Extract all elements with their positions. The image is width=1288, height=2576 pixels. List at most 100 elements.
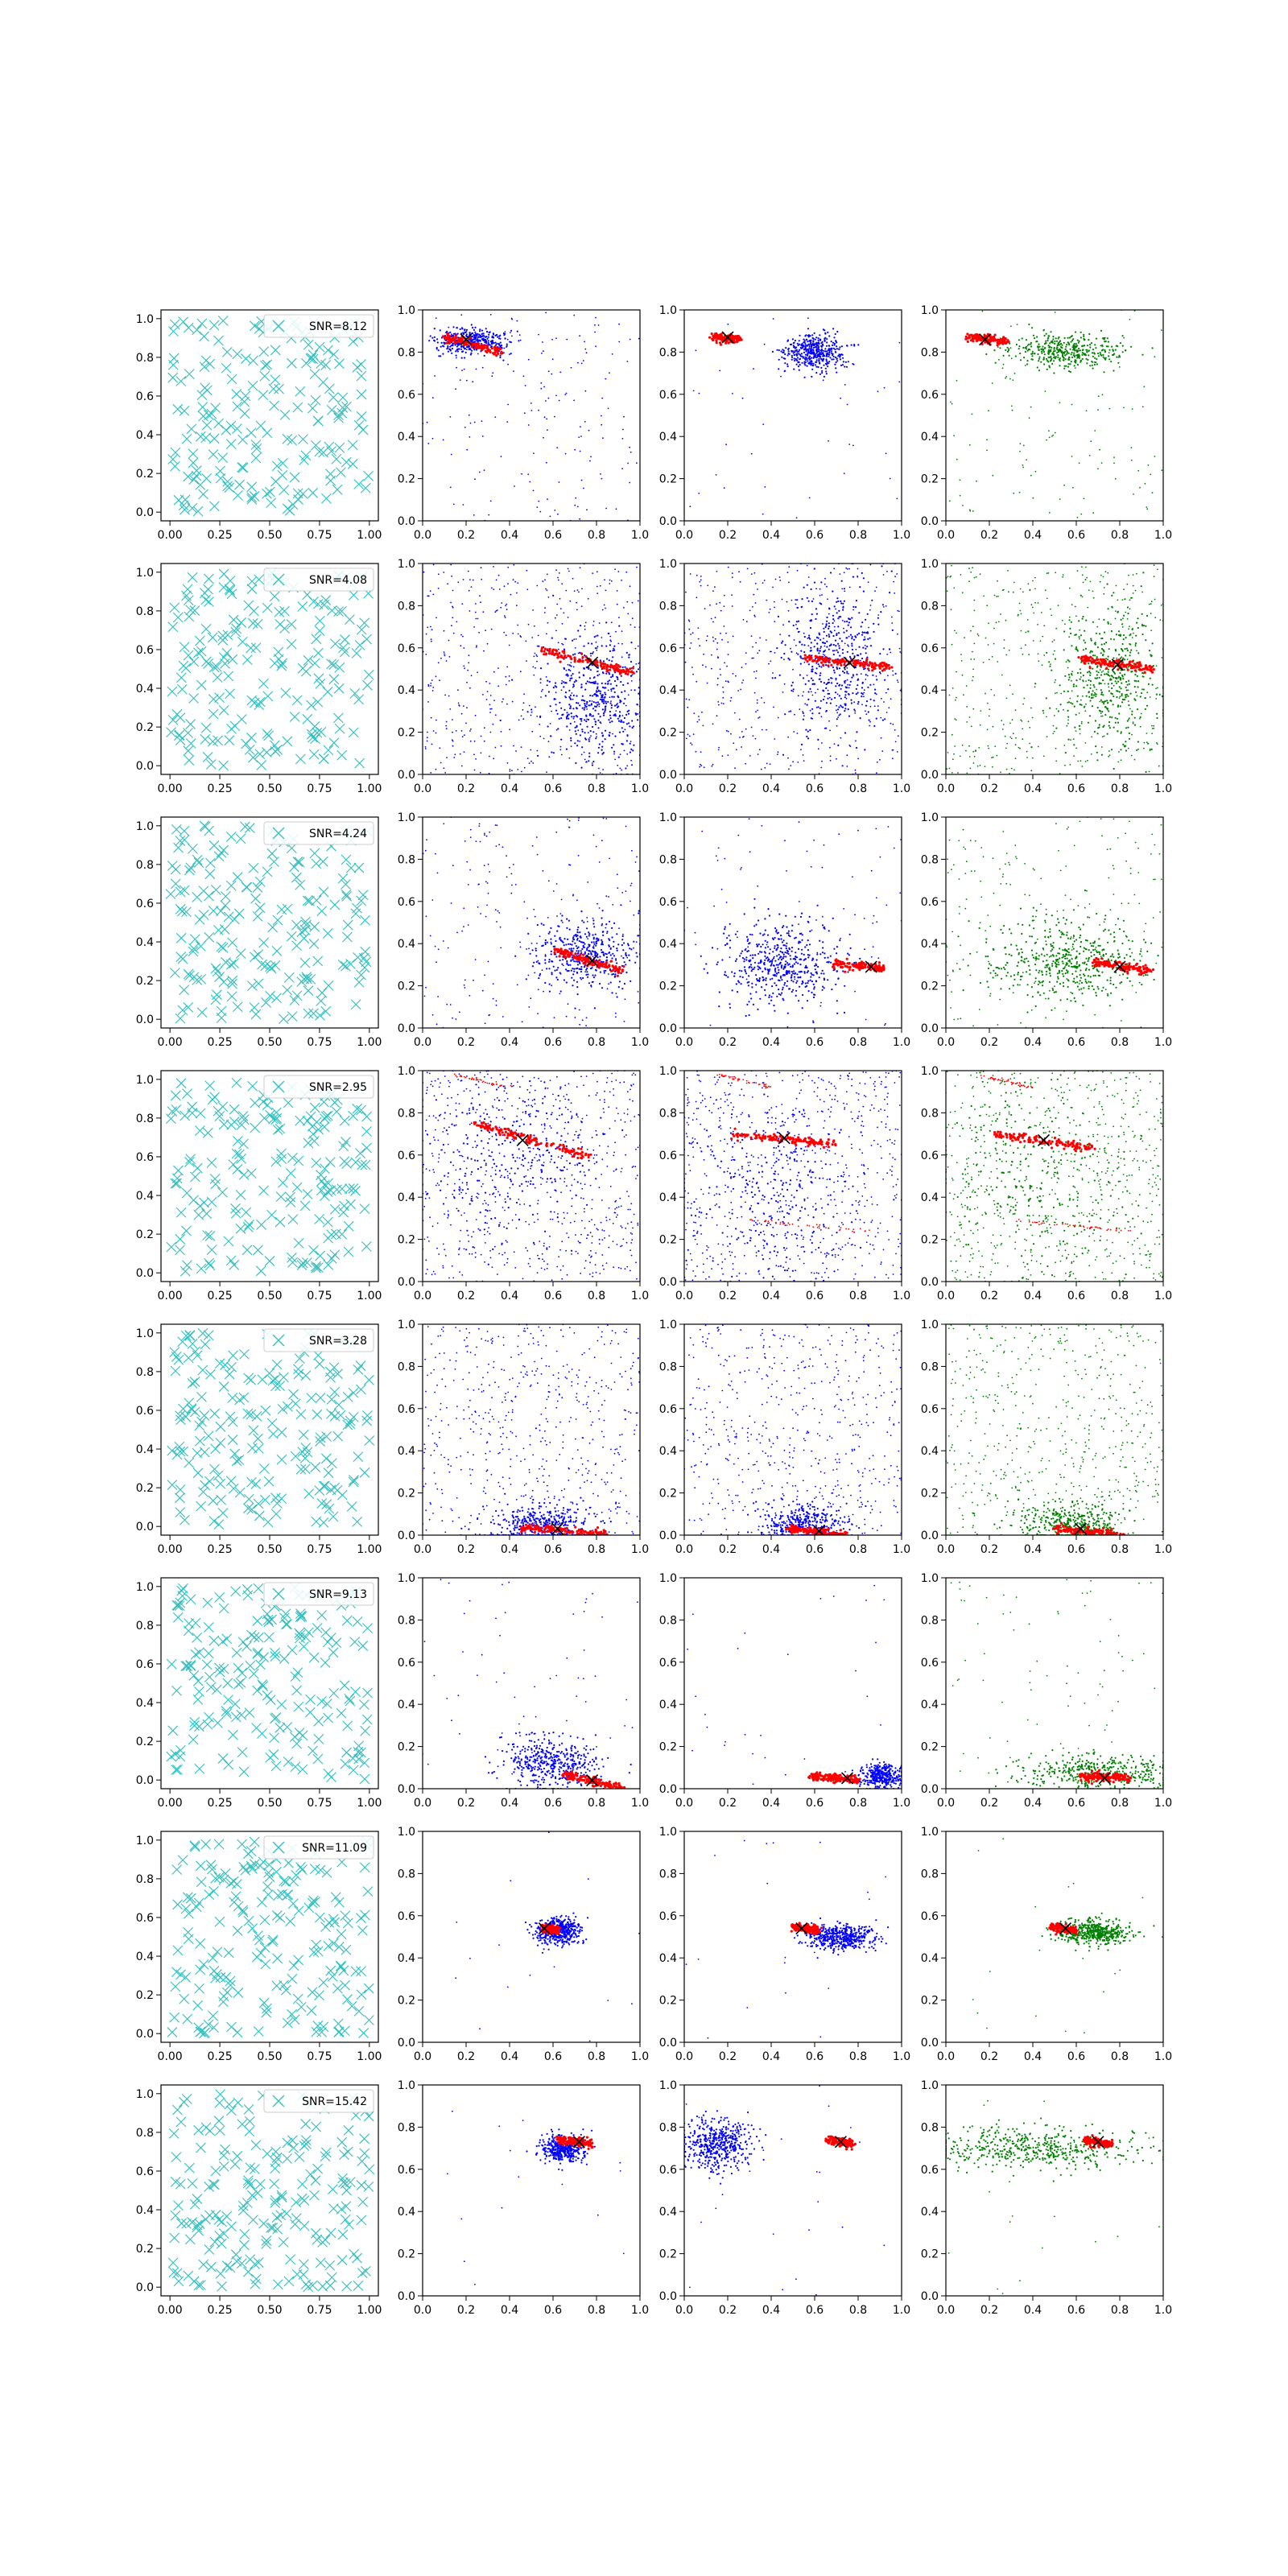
scatter-point — [617, 696, 620, 699]
x-marker — [309, 658, 320, 669]
scatter-point — [699, 580, 701, 583]
scatter-point — [1117, 361, 1120, 364]
scatter-point — [503, 585, 506, 588]
scatter-point — [518, 334, 521, 336]
scatter-point — [1000, 771, 1001, 774]
scatter-point — [506, 762, 509, 764]
scatter-point — [474, 331, 477, 333]
scatter-point — [1059, 402, 1061, 404]
scatter-point — [861, 621, 864, 624]
scatter-point — [808, 352, 811, 354]
scatter-point — [851, 642, 853, 645]
scatter-point — [829, 572, 832, 574]
scatter-point — [477, 338, 479, 341]
x-marker — [217, 452, 228, 464]
x-marker — [195, 431, 206, 442]
scatter-point — [459, 379, 461, 381]
scatter-point — [461, 328, 464, 330]
scatter-point — [472, 338, 474, 341]
scatter-point — [448, 348, 451, 350]
scatter-point — [836, 651, 840, 654]
scatter-point — [761, 729, 763, 731]
streak-point — [871, 669, 874, 672]
scatter-point — [463, 665, 465, 667]
scatter-point — [1099, 669, 1101, 671]
scatter-point — [465, 722, 467, 724]
scatter-point — [801, 347, 804, 349]
scatter-point — [1126, 618, 1129, 620]
scatter-point — [844, 696, 846, 699]
scatter-point — [897, 633, 898, 635]
scatter-point — [738, 571, 740, 573]
scatter-point — [565, 589, 568, 592]
scatter-point — [1010, 767, 1013, 770]
scatter-point — [515, 605, 518, 607]
scatter-point — [468, 654, 470, 656]
scatter-point — [1056, 691, 1058, 694]
streak-point — [990, 336, 993, 339]
scatter-point — [818, 665, 821, 667]
scatter-point — [811, 368, 814, 370]
scatter-point — [569, 707, 572, 709]
streak-point — [630, 671, 633, 674]
scatter-point — [820, 666, 823, 668]
scatter-point — [497, 337, 501, 340]
streak-point — [618, 665, 621, 668]
scatter-point — [1097, 353, 1100, 355]
scatter-point — [489, 500, 492, 502]
scatter-point — [608, 734, 610, 737]
scatter-point — [802, 712, 804, 715]
scatter-point — [1071, 335, 1073, 337]
scatter-point — [754, 602, 757, 604]
scatter-point — [1001, 720, 1003, 722]
scatter-point — [999, 347, 1001, 349]
scatter-point — [444, 772, 447, 774]
scatter-point — [601, 700, 604, 702]
scatter-point — [749, 755, 751, 757]
scatter-point — [468, 345, 471, 348]
scatter-point — [861, 657, 864, 660]
x-marker — [310, 440, 321, 451]
scatter-point — [589, 694, 592, 697]
x-marker — [230, 626, 242, 638]
axes-frame — [945, 309, 1164, 522]
scatter-point — [467, 570, 469, 572]
scatter-point — [566, 338, 568, 341]
streak-point — [716, 334, 719, 337]
scatter-point — [773, 706, 774, 708]
scatter-point — [876, 761, 878, 763]
scatter-point — [592, 760, 595, 763]
streak-point — [632, 671, 635, 675]
scatter-point — [846, 679, 848, 681]
scatter-point — [968, 568, 970, 570]
scatter-point — [828, 361, 831, 363]
scatter-point — [733, 712, 736, 714]
scatter-point — [886, 654, 889, 655]
scatter-point — [842, 670, 844, 673]
scatter-point — [431, 336, 434, 339]
scatter-point — [618, 323, 620, 325]
scatter-point — [833, 342, 836, 345]
scatter-point — [1055, 348, 1058, 350]
scatter-point — [519, 635, 522, 637]
x-marker — [183, 728, 193, 738]
scatter-point — [557, 579, 559, 581]
scatter-point — [777, 751, 779, 753]
scatter-point — [875, 675, 877, 677]
scatter-point — [1141, 591, 1143, 593]
scatter-point — [855, 740, 857, 742]
scatter-point — [507, 566, 510, 568]
scatter-point — [1078, 347, 1080, 350]
x-marker — [348, 589, 359, 601]
x-marker — [312, 727, 323, 738]
x-marker — [254, 574, 265, 585]
scatter-point — [1128, 628, 1129, 630]
x-tick-label: 0.6 — [544, 782, 562, 795]
scatter-point — [491, 587, 493, 589]
x-marker — [306, 700, 317, 711]
scatter-point — [570, 745, 572, 747]
scatter-point — [1032, 640, 1034, 642]
scatter-point — [950, 401, 952, 403]
scatter-point — [454, 344, 456, 346]
scatter-point — [1134, 589, 1137, 592]
